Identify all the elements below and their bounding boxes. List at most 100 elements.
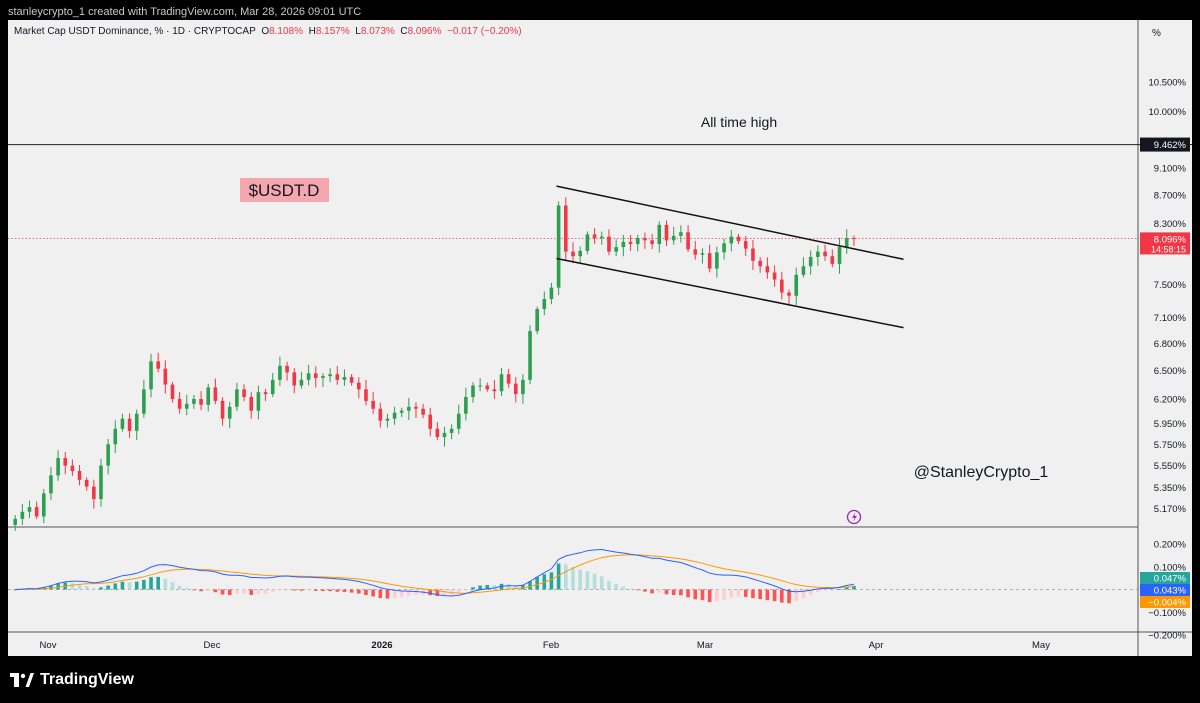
candle	[765, 266, 770, 273]
macd-histogram-bar	[657, 589, 662, 593]
macd-histogram-bar	[837, 588, 842, 590]
macd-histogram-bar	[149, 577, 153, 590]
candle	[20, 511, 25, 519]
candle	[349, 377, 354, 383]
macd-histogram-bar	[772, 589, 777, 602]
candle	[192, 398, 196, 404]
candle	[407, 406, 411, 411]
legend-change: −0.017 (−0.20%)	[447, 26, 522, 37]
candle	[528, 331, 532, 380]
candle	[816, 251, 820, 257]
macd-histogram-bar	[780, 589, 784, 603]
candle	[299, 379, 304, 386]
ath-price-tag	[1140, 137, 1190, 152]
macd-histogram-bar	[722, 589, 726, 600]
candle	[585, 234, 590, 251]
price-chart[interactable]: % 10.500% 10.000% 9.100% 8.700% 8.300% 7.500% 7…	[8, 20, 1192, 656]
macd-histogram-bar	[736, 589, 741, 597]
last-price-tag	[1140, 232, 1190, 255]
candle	[693, 249, 698, 255]
price-tick-label: 10.500%	[1148, 77, 1186, 88]
countdown-label: 14:58:15	[1151, 244, 1186, 254]
macd-histogram-bar	[220, 589, 225, 595]
candle	[356, 382, 361, 390]
macd-histogram-bar	[156, 576, 160, 590]
macd-histogram-bar	[184, 588, 189, 590]
chart-panel[interactable]: % 10.500% 10.000% 9.100% 8.700% 8.300% 7.500% 7…	[8, 20, 1192, 656]
candle	[227, 406, 232, 419]
time-tick-label: 2026	[371, 640, 392, 651]
handle-annotation: @StanleyCrypto_1	[914, 464, 1049, 481]
macd-histogram-bar	[127, 582, 132, 590]
macd-histogram-bar	[364, 589, 368, 596]
candle	[84, 479, 89, 487]
candle	[521, 379, 525, 395]
candle	[399, 410, 404, 413]
macd-histogram-bar	[464, 589, 468, 591]
macd-histogram-bar	[686, 589, 690, 598]
candle	[77, 471, 82, 480]
candle	[837, 247, 842, 264]
candle	[542, 299, 547, 309]
candle	[830, 256, 835, 264]
macd-histogram-bar	[528, 581, 532, 590]
candle	[56, 458, 60, 476]
macd-histogram-bar	[830, 589, 835, 591]
macd-histogram-bar	[506, 584, 511, 590]
candle	[549, 287, 554, 300]
candle	[513, 383, 518, 395]
candle	[256, 392, 261, 411]
price-tick-label: 5.170%	[1154, 504, 1187, 515]
macd-histogram-bar	[321, 589, 325, 592]
ticker-annotation: $USDT.D	[249, 181, 320, 200]
candle	[449, 428, 454, 433]
macd-histogram-bar	[765, 589, 770, 601]
candle	[263, 392, 268, 395]
macd-histogram-bar	[456, 589, 461, 593]
flash-icon	[846, 509, 862, 525]
legend-close: 8.096%	[407, 26, 442, 37]
macd-line	[15, 548, 854, 597]
legend-high: 8.157%	[315, 26, 350, 37]
macd-histogram-bar	[313, 589, 318, 591]
macd-histogram-bar	[371, 589, 375, 597]
price-tick-label: 6.500%	[1154, 366, 1187, 377]
candle	[442, 432, 447, 438]
candle	[808, 256, 813, 267]
macd-histogram-bar	[607, 580, 611, 590]
macd-histogram-bar	[478, 585, 482, 590]
time-tick-label: Dec	[204, 640, 221, 651]
candle	[715, 252, 719, 269]
macd-histogram-bar	[292, 589, 297, 591]
candle	[156, 361, 160, 369]
macd-histogram-bar	[84, 586, 89, 590]
candle	[120, 418, 125, 429]
candle	[206, 387, 211, 405]
macd-histogram-bar	[592, 573, 597, 590]
candle	[794, 274, 799, 296]
candle	[471, 385, 475, 398]
macd-histogram-bar	[801, 589, 806, 599]
tradingview-logo-text: TradingView	[40, 671, 134, 688]
macd-histogram-bar	[13, 589, 17, 591]
macd-histogram-bar	[399, 589, 404, 598]
macd-tick-label: 0.100%	[1154, 562, 1187, 573]
price-tick-label: 5.950%	[1154, 419, 1187, 430]
macd-histogram-bar	[227, 589, 232, 596]
candle	[772, 272, 777, 280]
macd-histogram-bar	[213, 589, 218, 593]
candle	[607, 236, 611, 252]
candle	[342, 377, 347, 380]
macd-value-tag	[1140, 584, 1190, 596]
macd-histogram-bar	[49, 585, 53, 590]
candle	[478, 385, 482, 387]
candle	[127, 418, 132, 431]
macd-histogram-bar	[679, 589, 683, 596]
macd-histogram-bar	[808, 589, 813, 596]
footer-branding: TradingView	[10, 671, 134, 689]
macd-histogram-bar	[664, 589, 669, 595]
macd-histogram-bar	[428, 589, 433, 596]
macd-histogram-bar	[299, 589, 304, 591]
legend-c-label: C	[400, 26, 408, 37]
candle	[321, 376, 325, 378]
